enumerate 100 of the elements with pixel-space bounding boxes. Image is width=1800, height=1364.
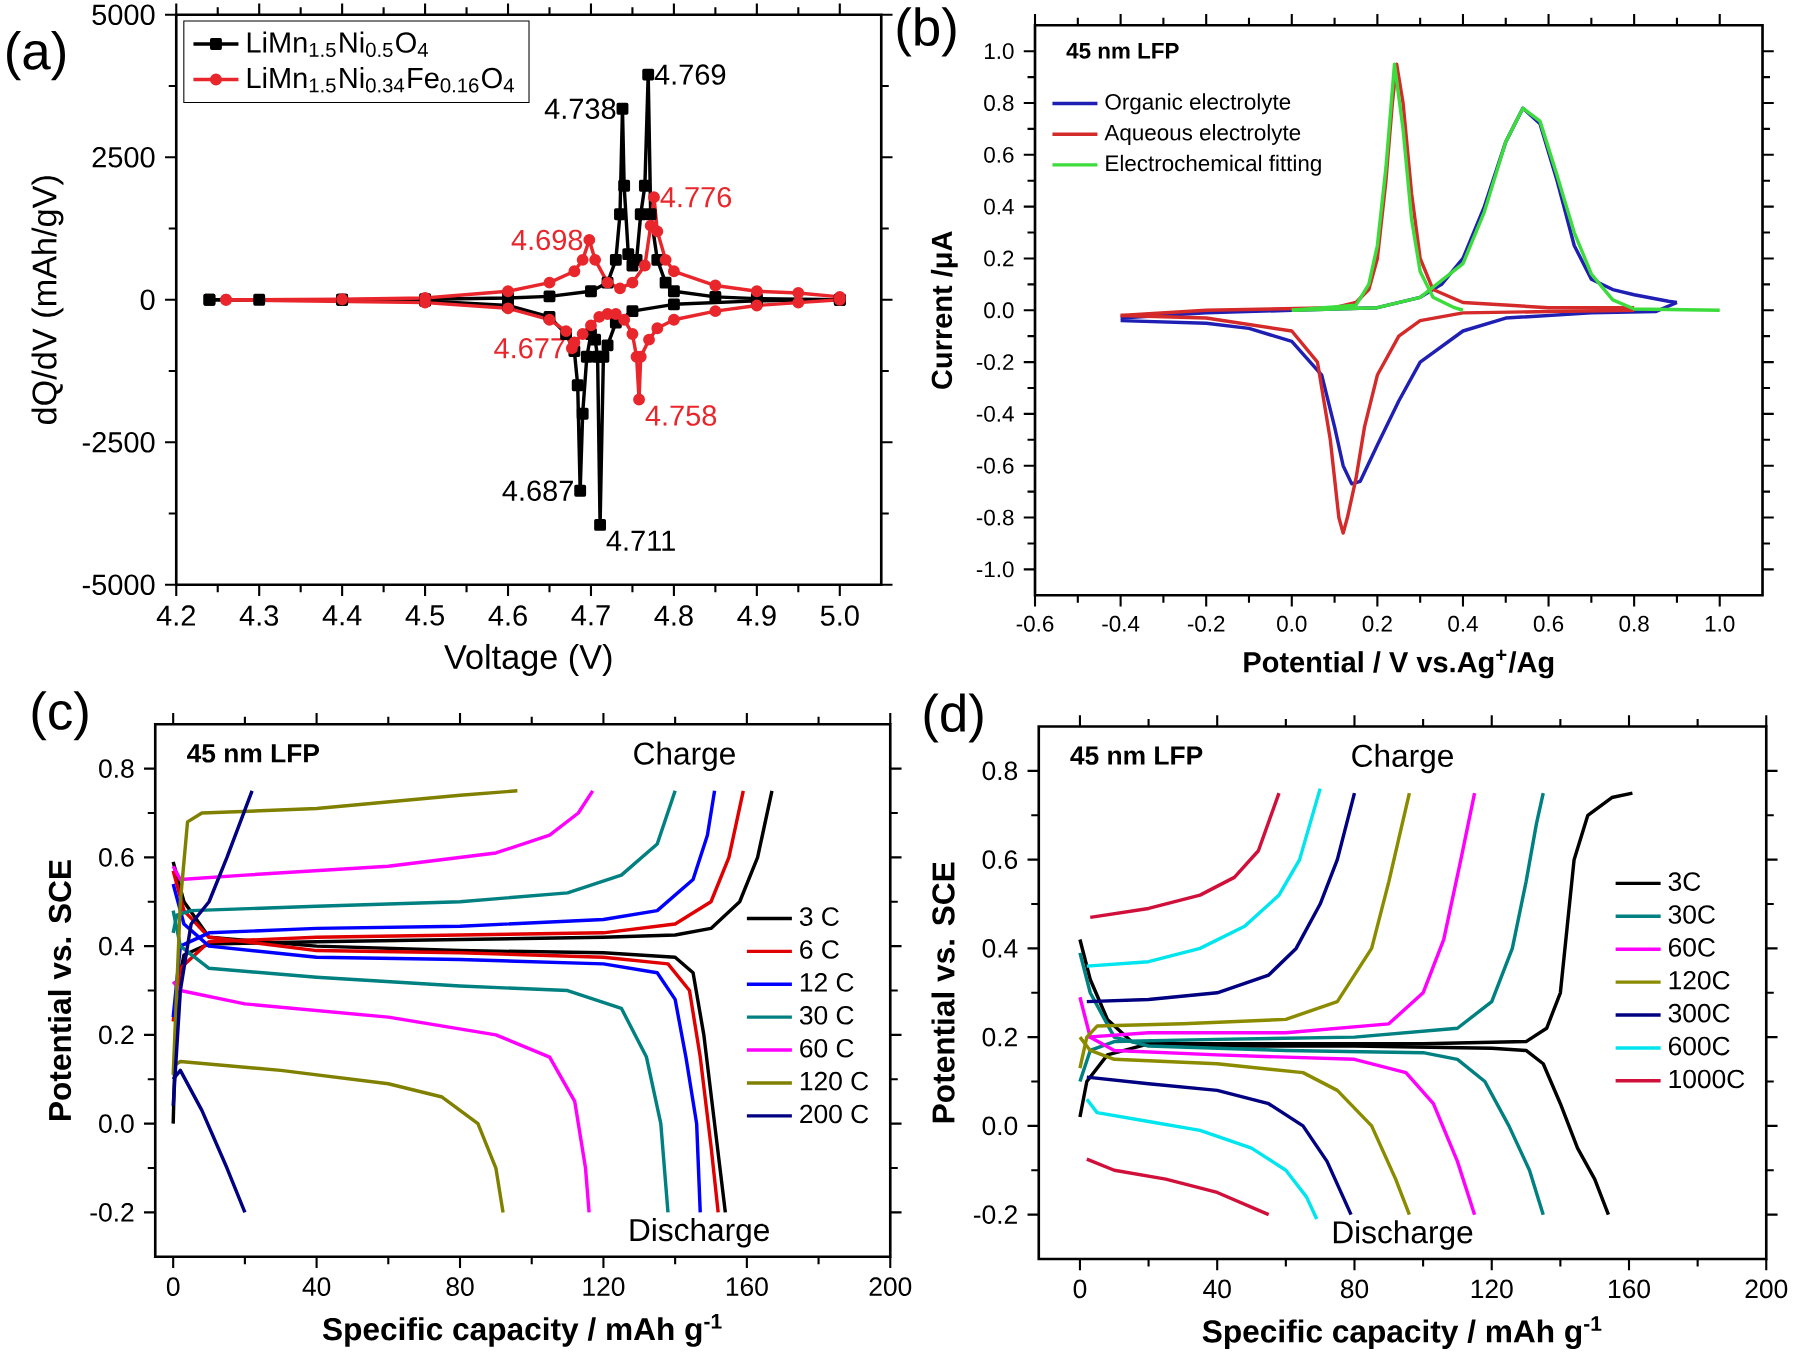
- legend-label: 200 C: [800, 1104, 869, 1124]
- x-axis-title: Potential / V vs.Ag$^{+}$/Ag: [1244, 649, 1554, 679]
- annotation: 4.687: [502, 480, 573, 501]
- x-tick-label: 200: [1745, 1279, 1788, 1299]
- legend-label: 6 C: [800, 940, 839, 959]
- y-tick-label: -0.2: [90, 1203, 134, 1222]
- x-tick-label: 4.8: [654, 605, 693, 626]
- y-tick-label: 0.4: [982, 939, 1018, 958]
- y-axis-title: Potential vs. SCE: [931, 862, 955, 1123]
- annotation: 45 nm LFP: [187, 744, 320, 763]
- annotation: Charge: [1352, 743, 1453, 774]
- legend-label: 12 C: [800, 973, 854, 992]
- x-tick-label: -0.6: [1016, 615, 1054, 632]
- y-tick-label: -0.2: [973, 1205, 1017, 1224]
- chart-title: (a): [7, 31, 65, 81]
- y-tick-label: 0.2: [982, 1027, 1017, 1047]
- y-tick-label: 0.2: [984, 250, 1014, 267]
- chart-title: (b): [897, 7, 956, 57]
- legend-label: 60 C: [800, 1038, 854, 1058]
- x-tick-label: 4.5: [405, 605, 444, 626]
- annotation: 4.776: [660, 186, 732, 208]
- y-tick-label: 0.6: [99, 848, 134, 867]
- annotation: 4.711: [606, 530, 675, 551]
- y-tick-label: -1.0: [976, 561, 1014, 578]
- y-tick-label: 0.6: [982, 850, 1018, 869]
- x-tick-label: 4.6: [488, 605, 527, 626]
- annotation: 4.769: [654, 64, 726, 85]
- chart-title: (c): [32, 691, 88, 741]
- x-tick-label: 0.0: [1277, 615, 1307, 632]
- x-axis-title: Specific capacity / mAh g$^{-1}$: [1202, 1316, 1602, 1350]
- y-tick-label: 0.0: [99, 1114, 134, 1133]
- legend-label: Electrochemical fitting: [1106, 154, 1321, 176]
- annotation: 4.698: [511, 229, 583, 251]
- y-tick-label: 1.0: [985, 43, 1014, 60]
- y-tick-label: 5000: [92, 4, 155, 25]
- y-tick-label: -0.2: [976, 354, 1014, 370]
- legend-label: LiMn$_{1.5}$Ni$_{0.5}$O$_{4}$: [247, 31, 428, 58]
- legend-label: 60C: [1668, 938, 1715, 957]
- y-tick-label: 0.0: [982, 1116, 1018, 1136]
- x-tick-label: 160: [726, 1277, 768, 1296]
- annotation: 4.758: [645, 405, 717, 426]
- x-tick-label: -0.2: [1187, 615, 1225, 632]
- annotation: Discharge: [1333, 1220, 1473, 1250]
- annotation: 4.677: [494, 337, 565, 359]
- x-tick-label: 4.4: [322, 605, 362, 626]
- x-axis-title: Specific capacity / mAh g$^{-1}$: [322, 1314, 722, 1347]
- chart-title: (d): [924, 693, 983, 743]
- legend-label: 120 C: [800, 1071, 869, 1091]
- y-axis-title: Current /μA: [930, 231, 958, 389]
- legend-label: LiMn$_{1.5}$Ni$_{0.34}$Fe$_{0.16}$O$_{4}$: [247, 67, 514, 93]
- legend-label: 3 C: [799, 907, 839, 926]
- x-tick-label: 0: [1073, 1279, 1087, 1299]
- x-tick-label: 160: [1609, 1279, 1650, 1299]
- y-tick-label: 0.0: [984, 302, 1014, 319]
- y-tick-label: -0.4: [976, 405, 1014, 422]
- x-tick-label: -0.4: [1102, 615, 1140, 632]
- x-tick-label: 1.0: [1705, 615, 1735, 632]
- y-tick-label: 0.8: [99, 759, 134, 778]
- y-tick-label: -5000: [82, 574, 155, 596]
- y-tick-label: 0.8: [982, 761, 1018, 781]
- x-tick-label: 80: [1340, 1279, 1369, 1299]
- annotation: Discharge: [630, 1217, 769, 1248]
- legend-label: Aqueous electrolyte: [1104, 124, 1301, 145]
- annotation: 4.738: [544, 98, 616, 120]
- x-tick-label: 0.2: [1362, 615, 1392, 632]
- legend-label: Organic electrolyte: [1105, 93, 1291, 115]
- x-tick-label: 0.6: [1533, 615, 1564, 632]
- x-tick-label: 200: [869, 1277, 912, 1296]
- legend-label: 3C: [1668, 872, 1701, 891]
- legend-label: 600C: [1668, 1036, 1730, 1056]
- legend-label: 300C: [1668, 1003, 1730, 1023]
- annotation: 45 nm LFP: [1066, 43, 1179, 59]
- y-tick-label: 0: [140, 289, 155, 311]
- x-tick-label: 4.2: [156, 605, 195, 626]
- x-tick-label: 4.3: [239, 605, 279, 626]
- legend-label: 30C: [1668, 905, 1715, 924]
- y-tick-label: -0.8: [976, 509, 1014, 526]
- y-tick-label: 0.8: [984, 95, 1014, 111]
- legend-label: 1000C: [1669, 1069, 1745, 1089]
- x-tick-label: 0: [166, 1277, 180, 1296]
- x-tick-label: 4.9: [737, 605, 776, 626]
- x-tick-label: 40: [1203, 1279, 1231, 1299]
- y-tick-label: 0.4: [984, 198, 1014, 215]
- legend-label: 30 C: [799, 1005, 854, 1025]
- x-tick-label: 120: [583, 1277, 625, 1296]
- y-axis-title: dQ/dV (mAh/gV): [31, 176, 64, 424]
- y-tick-label: -2500: [82, 432, 155, 453]
- x-tick-label: 0.4: [1448, 615, 1478, 632]
- x-tick-label: 120: [1471, 1279, 1513, 1299]
- x-tick-label: 40: [302, 1277, 331, 1296]
- y-tick-label: 0.4: [99, 936, 134, 956]
- y-axis-title: Potential vs. SCE: [47, 860, 72, 1120]
- x-tick-label: 4.7: [571, 605, 610, 626]
- y-tick-label: 2500: [92, 147, 155, 168]
- annotation: 45 nm LFP: [1070, 746, 1203, 765]
- x-axis-title: Voltage (V): [444, 643, 612, 676]
- y-tick-label: -0.6: [976, 457, 1014, 474]
- x-tick-label: 5.0: [820, 605, 859, 626]
- y-tick-label: 0.2: [99, 1025, 134, 1045]
- legend-label: 120C: [1669, 970, 1730, 990]
